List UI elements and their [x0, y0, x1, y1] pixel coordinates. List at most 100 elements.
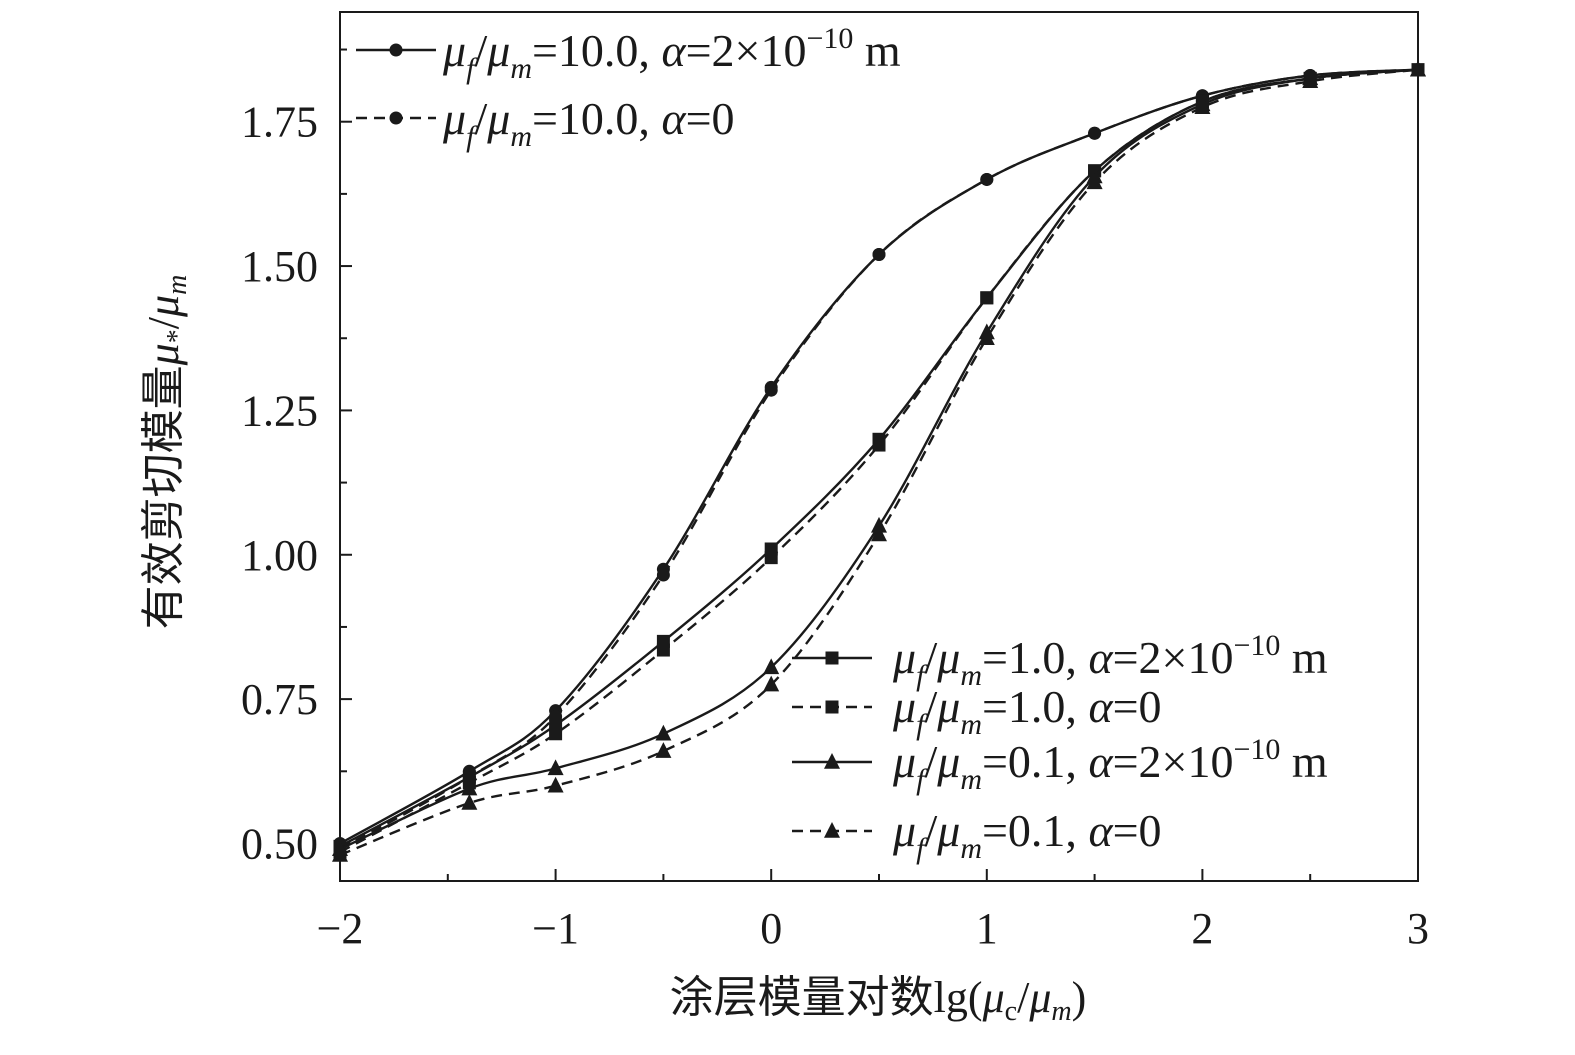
legend-label-part: =10.0,: [532, 93, 661, 144]
legend-label-part: α: [1088, 805, 1113, 856]
data-point-triangle: [763, 675, 780, 692]
x-tick-label: 0: [760, 904, 782, 953]
legend-label: μf/μm=10.0, α=2×10−10 m: [442, 22, 901, 85]
y-tick-label: 0.75: [241, 675, 318, 724]
x-tick-label: 3: [1407, 904, 1429, 953]
plot-area: −2 −1 0 1 2 30.500.751.001.251.501.75: [241, 11, 1429, 953]
legend-label-part: μ: [936, 736, 960, 787]
y-axis-title-text: 有效剪切模量: [139, 365, 188, 629]
y-axis-title-slash: /: [139, 316, 188, 329]
series-line-s3: [339, 68, 1419, 848]
legend-label-part: μ: [486, 25, 510, 76]
x-tick-label: 1: [976, 904, 998, 953]
legend-label-part: m: [510, 52, 532, 85]
legend-label-part: −10: [806, 22, 853, 55]
series-s6: [332, 60, 1426, 862]
legend-label-part: =2×10: [1113, 632, 1234, 683]
legend-label-part: /: [924, 632, 937, 683]
legend-label-part: =2×10: [686, 25, 807, 76]
x-tick-label: −1: [532, 904, 579, 953]
legend-label-part: m: [960, 659, 982, 692]
legend-label-part: m: [960, 832, 982, 865]
y-axis-title-mu: μ: [139, 343, 188, 366]
legend-label-part: μ: [892, 736, 916, 787]
legend-label-part: =1.0,: [982, 632, 1088, 683]
data-point-circle: [1088, 126, 1102, 140]
legend-label-part: =0: [1113, 805, 1162, 856]
y-axis-title-mu2: μ: [139, 295, 188, 318]
legend-marker-square: [825, 651, 839, 665]
legend-label-part: α: [661, 25, 686, 76]
legend-label-part: α: [1088, 632, 1113, 683]
legend-label: μf/μm=1.0, α=2×10−10 m: [892, 629, 1328, 692]
legend-item-s6: μf/μm=0.1, α=0: [792, 805, 1162, 865]
legend-label-part: =10.0,: [532, 25, 661, 76]
series-line-s5: [339, 68, 1419, 851]
legend-marker-triangle: [824, 753, 840, 769]
x-axis-title-m: m: [1051, 996, 1071, 1027]
y-tick-label: 1.75: [241, 98, 318, 147]
y-tick-label: 1.25: [241, 386, 318, 435]
legend-label-part: /: [924, 805, 937, 856]
legend-label-part: =0.1,: [982, 736, 1088, 787]
legend-label-part: μ: [936, 681, 960, 732]
legend-marker-circle: [389, 111, 403, 125]
legend-label-part: μ: [892, 632, 916, 683]
series-line-s2: [339, 68, 1419, 851]
series-line-s6: [339, 68, 1419, 857]
data-point-circle: [872, 248, 886, 262]
legend-label-part: μ: [936, 632, 960, 683]
legend-label-part: μ: [892, 805, 916, 856]
legend-label-part: /: [924, 681, 937, 732]
legend-item-s1: μf/μm=10.0, α=2×10−10 m: [356, 22, 901, 85]
y-tick-label: 0.50: [241, 819, 318, 868]
legend-label: μf/μm=0.1, α=0: [892, 805, 1162, 865]
legend-label-part: α: [1088, 736, 1113, 787]
data-point-triangle: [461, 794, 478, 810]
y-tick-label: 1.00: [241, 531, 318, 580]
x-axis-title-text: 涂层模量对数lg(: [670, 973, 983, 1022]
data-point-triangle: [978, 329, 995, 345]
data-point-triangle: [655, 742, 672, 758]
data-point-square: [872, 438, 886, 452]
legend-label: μf/μm=1.0, α=0: [892, 681, 1162, 741]
data-point-triangle: [547, 759, 564, 776]
data-point-circle: [656, 568, 670, 582]
x-axis-title-slash: /: [1017, 973, 1030, 1022]
x-axis-title-c: c: [1005, 996, 1017, 1027]
data-point-triangle: [1410, 60, 1426, 77]
legend-label-part: m: [1280, 632, 1328, 683]
data-point-square: [980, 291, 994, 305]
legend-label-part: =0: [1113, 681, 1162, 732]
legend-label-part: =0: [686, 93, 735, 144]
x-tick-label: −2: [317, 904, 364, 953]
legend-label-part: α: [661, 93, 686, 144]
x-axis-title: 涂层模量对数lg(μc/μm): [670, 973, 1087, 1027]
x-axis-title-close: ): [1072, 973, 1087, 1022]
legend-item-s3: μf/μm=1.0, α=2×10−10 m: [792, 629, 1328, 692]
legend-label-part: m: [853, 25, 901, 76]
legend-label-part: m: [1280, 736, 1328, 787]
y-tick-label: 1.50: [241, 242, 318, 291]
legend-marker-circle: [389, 43, 403, 57]
x-axis-title-mu: μ: [982, 973, 1005, 1022]
data-point-square: [549, 727, 563, 741]
legend-label-part: /: [474, 25, 487, 76]
legend-item-s4: μf/μm=1.0, α=0: [792, 681, 1162, 741]
data-point-circle: [980, 172, 994, 186]
y-axis-title: 有效剪切模量μ*/μm: [139, 275, 193, 630]
legend-label-part: μ: [892, 681, 916, 732]
legend-label: μf/μm=10.0, α=0: [442, 93, 735, 153]
data-point-circle: [764, 383, 778, 397]
legend-item-s2: μf/μm=10.0, α=0: [356, 93, 735, 153]
legend-label: μf/μm=0.1, α=2×10−10 m: [892, 733, 1328, 796]
data-point-triangle: [1302, 72, 1319, 89]
legend-label-part: μ: [486, 93, 510, 144]
series-line-s1: [339, 68, 1419, 845]
x-axis-title-mu2: μ: [1028, 973, 1051, 1022]
legend: μf/μm=10.0, α=2×10−10 m μf/μm=10.0, α=0 μf…: [356, 22, 1328, 865]
data-point-triangle: [655, 724, 672, 741]
data-point-triangle: [332, 846, 348, 862]
